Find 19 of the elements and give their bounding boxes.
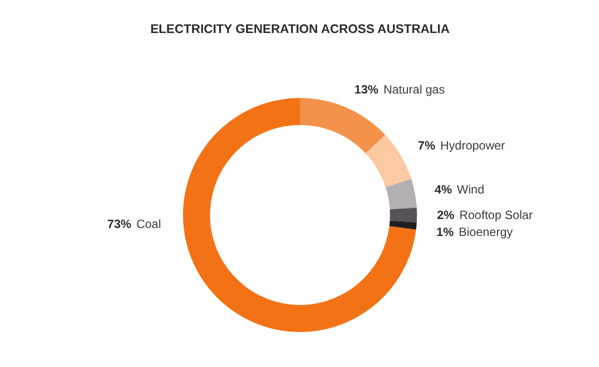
slice-label: Coal [136, 217, 161, 231]
data-label: 2% [437, 208, 455, 222]
donut-slice [300, 98, 386, 154]
data-label: 73% [107, 217, 132, 231]
data-label: 4% [434, 182, 452, 196]
donut-slice [386, 178, 417, 210]
chart-title: ELECTRICITY GENERATION ACROSS AUSTRALIA [150, 22, 450, 36]
slice-label: Hydropower [440, 138, 505, 152]
data-label: 7% [418, 138, 436, 152]
donut-slice [366, 134, 412, 188]
slice-label: Bioenergy [458, 225, 513, 239]
donut-slice [389, 220, 417, 230]
donut-slice [183, 98, 416, 332]
data-label: 1% [436, 225, 454, 239]
slice-label: Natural gas [383, 82, 445, 96]
data-label: 13% [354, 82, 379, 96]
slice-label: Wind [456, 182, 484, 196]
slice-label: Rooftop Solar [459, 208, 533, 222]
donut-slice [390, 208, 417, 222]
